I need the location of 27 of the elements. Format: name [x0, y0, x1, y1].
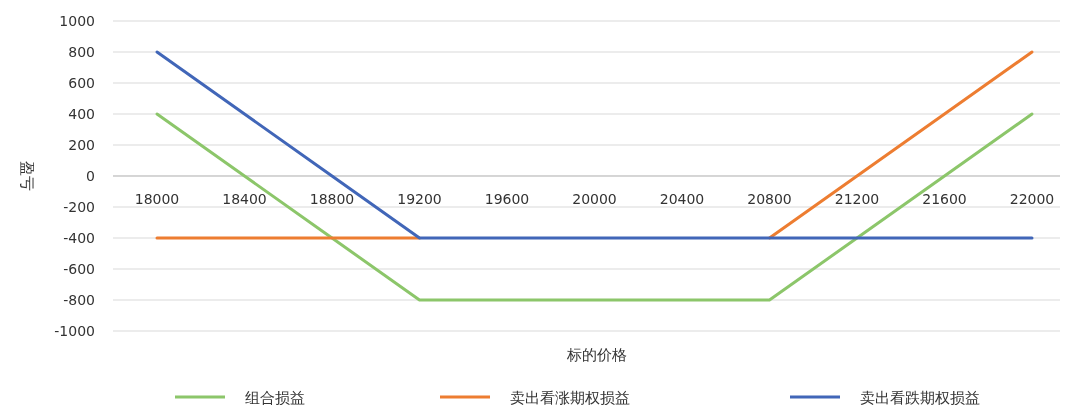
y-tick-label: -200: [63, 199, 95, 215]
x-tick-label: 18400: [222, 191, 267, 207]
x-axis-title: 标的价格: [565, 346, 627, 364]
x-tick-label: 19200: [397, 191, 442, 207]
x-tick-label: 20400: [659, 191, 705, 207]
x-tick-label: 20000: [572, 191, 617, 207]
x-tick-label: 21600: [922, 191, 967, 207]
legend-label: 卖出看涨期权损益: [510, 389, 630, 405]
y-tick-label: 0: [86, 168, 95, 184]
x-tick-label: 20800: [747, 191, 792, 207]
x-tick-label: 18000: [134, 191, 180, 207]
x-tick-label: 18800: [309, 191, 355, 207]
legend-label: 组合损益: [245, 389, 305, 405]
y-tick-label: 600: [68, 75, 95, 91]
y-axis-title: 盈亏: [17, 161, 36, 191]
y-tick-label: 800: [68, 44, 95, 60]
y-tick-label: 1000: [59, 13, 95, 29]
x-tick-label: 19600: [484, 191, 530, 207]
x-tick-label: 21200: [834, 191, 880, 207]
y-tick-label: -800: [63, 292, 95, 308]
legend-label: 卖出看跌期权损益: [860, 389, 980, 405]
y-tick-label: 400: [68, 106, 95, 122]
y-tick-label: -1000: [54, 323, 95, 339]
y-tick-label: -600: [63, 261, 95, 277]
x-tick-label: 22000: [1009, 191, 1055, 207]
y-tick-label: 200: [68, 137, 95, 153]
y-tick-label: -400: [63, 230, 95, 246]
